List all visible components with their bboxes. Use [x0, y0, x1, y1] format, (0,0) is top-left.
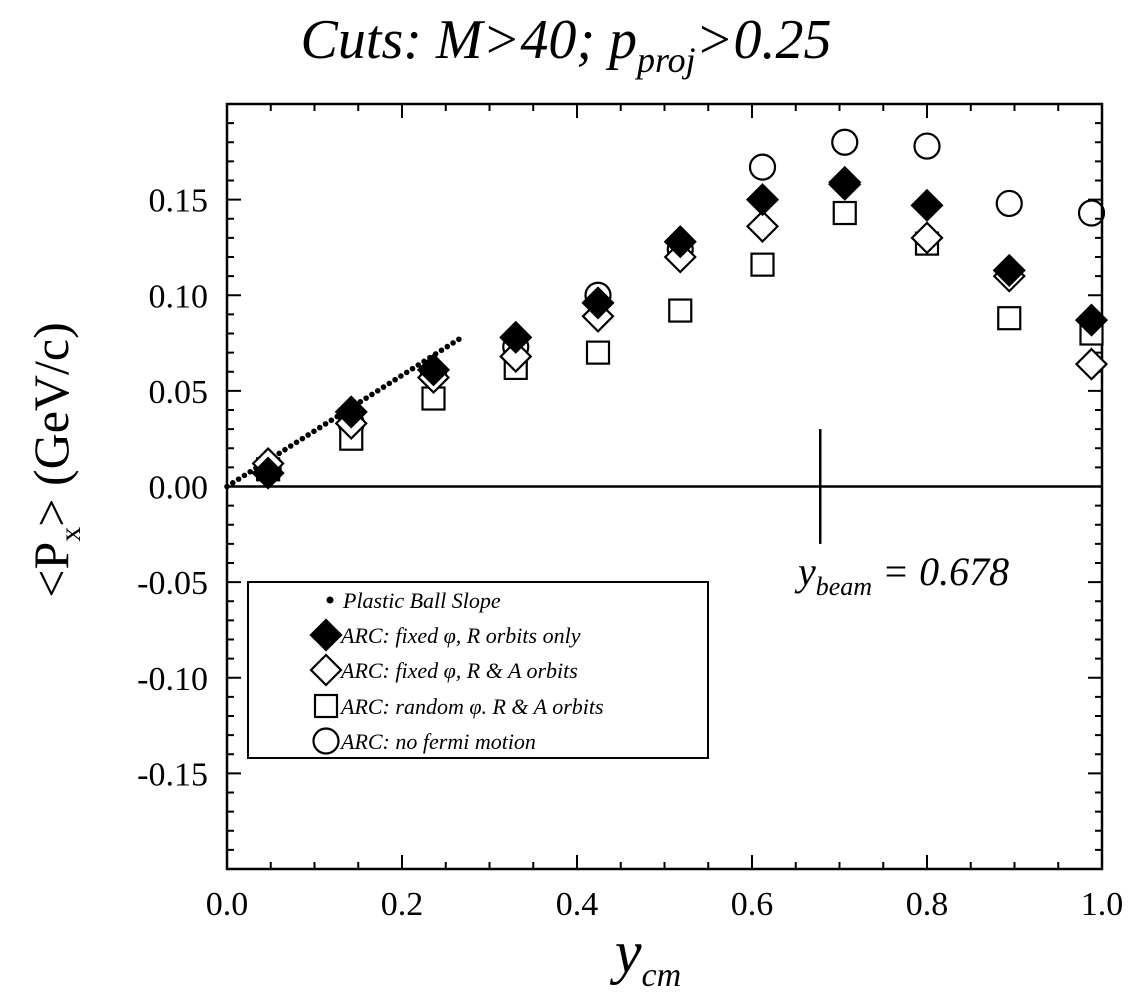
open-diamond-point — [910, 221, 944, 255]
slope-dot — [247, 468, 253, 475]
y-tick-label: -0.05 — [137, 565, 208, 602]
slope-dot — [444, 343, 451, 350]
legend-slope-dot — [326, 596, 334, 604]
slope-dot — [316, 424, 323, 431]
slope-dot — [438, 347, 445, 354]
filled-diamond-point — [251, 456, 285, 490]
slope-dot — [293, 439, 300, 446]
slope-dot — [392, 376, 398, 383]
y-axis-label-post: > (GeV/c) — [23, 322, 79, 527]
filled-diamond-point — [416, 353, 451, 387]
slope-dot — [456, 336, 462, 343]
y-axis-label-sub: x — [54, 527, 87, 542]
legend: Plastic Ball Slope ARC: fixed φ, R orbits… — [247, 581, 709, 759]
open-circle-point — [748, 153, 777, 181]
open-square-point — [668, 298, 693, 323]
slope-dot — [299, 435, 306, 442]
slope-dot — [374, 387, 381, 394]
chart-title-sub: proj — [634, 40, 696, 80]
slope-dot — [287, 443, 294, 449]
filled-diamond-point — [910, 188, 944, 222]
chart-title-rest: >0.25 — [696, 9, 832, 71]
x-tick-label: 0.8 — [906, 886, 949, 923]
y-tick-label: 0.15 — [149, 183, 209, 220]
y-tick-labels: 0.15 0.10 0.05 0.00 -0.05 -0.10 -0.15 — [137, 183, 208, 794]
y-beam-label-sub: beam — [816, 572, 872, 601]
filled-diamond-point — [992, 253, 1026, 287]
open-circle-point — [831, 128, 859, 156]
legend-marker-square-open — [313, 693, 339, 719]
legend-marker-diamond-open — [309, 653, 343, 687]
x-tick-label: 0.6 — [731, 886, 774, 923]
y-tick-label: 0.05 — [149, 374, 209, 411]
open-circle-point — [1077, 199, 1106, 227]
legend-marker-diamond-filled — [309, 618, 343, 652]
y-axis-label-pre: <P — [23, 542, 79, 598]
beam-annotation-group: ybeam = 0.678 — [794, 429, 1009, 601]
y-beam-label: ybeam = 0.678 — [794, 549, 1009, 601]
open-square-point — [997, 306, 1022, 331]
open-square-point — [832, 200, 857, 226]
slope-dot — [409, 365, 416, 372]
y-tick-label: 0.00 — [149, 470, 209, 507]
series-group — [251, 128, 1109, 490]
slope-dot — [241, 472, 248, 479]
slope-dot — [369, 391, 375, 398]
open-circle-point — [995, 189, 1023, 218]
slope-dot — [311, 428, 317, 435]
slope-dot — [322, 421, 329, 427]
filled-diamond-point — [745, 183, 780, 217]
x-axis-label: ycm — [609, 919, 681, 994]
slope-dot — [403, 369, 410, 376]
filled-diamond-point — [581, 286, 615, 320]
slope-dot — [282, 446, 288, 453]
slope-dot — [328, 417, 335, 424]
slope-dot — [380, 384, 387, 390]
slope-dot — [363, 395, 369, 401]
x-tick-label: 1.0 — [1081, 886, 1124, 923]
x-tick-labels: 0.0 0.2 0.4 0.6 0.8 1.0 — [206, 886, 1124, 923]
filled-diamond-point — [1074, 303, 1109, 337]
x-axis-label-main: y — [609, 919, 642, 985]
open-square-point — [585, 340, 611, 365]
legend-entry-label: ARC: random φ. R & A orbits — [339, 694, 604, 719]
slope-dot — [229, 480, 236, 486]
legend-entry-label: Plastic Ball Slope — [342, 588, 501, 613]
legend-marker-circle-open — [312, 727, 340, 755]
slope-dot — [386, 380, 393, 387]
slope-dot — [235, 476, 242, 482]
legend-entry-label: ARC: fixed φ, R & A orbits — [339, 658, 578, 683]
filled-diamond-point — [499, 320, 533, 354]
slope-dot — [305, 432, 311, 438]
chart-title: Cuts: M>40; pproj>0.25 — [301, 9, 832, 80]
slope-dot — [450, 340, 456, 346]
filled-diamond-point — [334, 395, 368, 429]
y-tick-label: 0.10 — [149, 278, 209, 315]
slope-dot — [224, 483, 230, 490]
open-diamond-point — [499, 339, 533, 374]
x-tick-label: 0.0 — [206, 886, 249, 923]
x-axis-label-sub: cm — [641, 957, 681, 994]
y-axis-label: <Px> (GeV/c) — [23, 322, 87, 598]
x-tick-label: 0.4 — [556, 886, 599, 923]
legend-entry-label: ARC: fixed φ, R orbits only — [339, 623, 581, 648]
y-tick-label: -0.15 — [137, 756, 208, 793]
open-circle-point — [913, 132, 941, 160]
open-diamond-point — [1074, 347, 1109, 381]
slope-dot — [398, 373, 404, 379]
chart-title-main: Cuts: M>40; p — [301, 9, 637, 71]
legend-entry-label: ARC: no fermi motion — [339, 729, 536, 754]
filled-diamond-point — [663, 225, 697, 259]
open-square-point — [750, 252, 775, 277]
y-tick-label: -0.10 — [137, 661, 208, 698]
slope-dot — [276, 450, 282, 457]
filled-diamond-point — [828, 165, 862, 199]
y-beam-label-main: y — [794, 549, 816, 594]
slope-dot — [415, 362, 422, 368]
x-tick-label: 0.2 — [381, 886, 424, 923]
y-beam-label-rest: = 0.678 — [872, 549, 1009, 594]
open-diamond-point — [745, 209, 780, 243]
